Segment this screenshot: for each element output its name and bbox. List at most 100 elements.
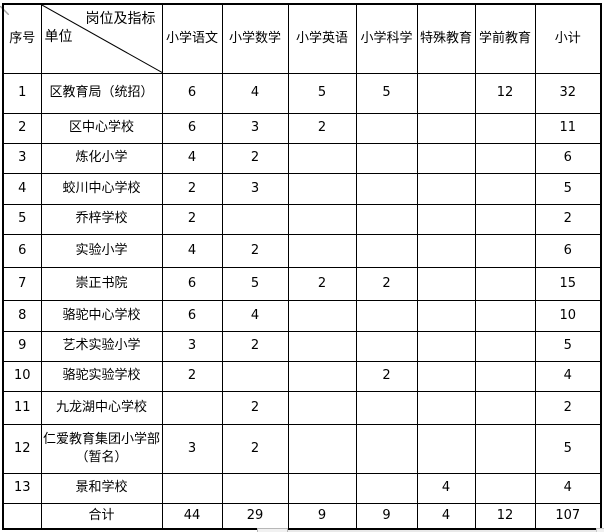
value-cell: 2 (161, 203, 223, 235)
value-cell (355, 233, 418, 268)
serial-cell: 8 (2, 299, 42, 332)
col-header-chinese: 小学语文 (161, 3, 223, 74)
value-cell (287, 360, 357, 392)
value-cell (416, 360, 476, 392)
table-row: 8 骆驼中心学校 6 4 10 (2, 299, 602, 332)
value-cell: 12 (474, 72, 536, 114)
value-cell: 5 (355, 72, 418, 114)
unit-cell: 景和学校 (40, 472, 163, 504)
serial-cell: 12 (2, 423, 42, 474)
value-cell (416, 423, 476, 474)
unit-cell: 仁爱教育集团小学部（暂名） (40, 423, 163, 474)
bottom-edge-fragment (596, 528, 604, 532)
unit-cell: 九龙湖中心学校 (40, 390, 163, 425)
col-header-math: 小学数学 (221, 3, 289, 74)
value-cell: 6 (161, 72, 223, 114)
table-row: 4 蛟川中心学校 2 3 5 (2, 172, 602, 205)
value-cell (474, 330, 536, 362)
value-cell: 2 (221, 330, 289, 362)
value-cell (221, 203, 289, 235)
value-cell (287, 330, 357, 362)
value-cell: 2 (534, 203, 602, 235)
value-cell (416, 112, 476, 144)
value-cell (416, 172, 476, 205)
value-cell (416, 266, 476, 301)
serial-cell: 4 (2, 172, 42, 205)
unit-cell: 崇正书院 (40, 266, 163, 301)
value-cell: 6 (534, 142, 602, 174)
value-cell: 2 (287, 112, 357, 144)
value-cell: 5 (221, 266, 289, 301)
value-cell (474, 112, 536, 144)
unit-cell: 实验小学 (40, 233, 163, 268)
col-header-science: 小学科学 (355, 3, 418, 74)
value-cell: 4 (221, 299, 289, 332)
col-header-english: 小学英语 (287, 3, 357, 74)
value-cell (355, 330, 418, 362)
total-row: 合计 44 29 9 9 4 12 107 (2, 502, 602, 530)
value-cell: 3 (221, 112, 289, 144)
value-cell: 2 (355, 266, 418, 301)
serial-cell: 6 (2, 233, 42, 268)
value-cell (287, 203, 357, 235)
value-cell: 2 (221, 233, 289, 268)
col-header-special-ed: 特殊教育 (416, 3, 476, 74)
value-cell: 6 (161, 112, 223, 144)
value-cell: 3 (221, 172, 289, 205)
value-cell (416, 72, 476, 114)
table-row: 9 艺术实验小学 3 2 5 (2, 330, 602, 362)
value-cell (287, 172, 357, 205)
value-cell (416, 203, 476, 235)
serial-cell: 5 (2, 203, 42, 235)
value-cell (474, 142, 536, 174)
value-cell (474, 266, 536, 301)
value-cell (474, 423, 536, 474)
value-cell: 4 (534, 360, 602, 392)
serial-cell (2, 502, 42, 530)
value-cell (355, 142, 418, 174)
value-cell (355, 172, 418, 205)
table-row: 7 崇正书院 6 5 2 2 15 (2, 266, 602, 301)
value-cell: 5 (534, 172, 602, 205)
value-cell: 5 (534, 330, 602, 362)
value-cell (287, 233, 357, 268)
value-cell: 2 (161, 172, 223, 205)
scrollbar-thumb[interactable] (257, 528, 288, 532)
value-cell (474, 299, 536, 332)
col-header-serial: 序号 (2, 3, 42, 74)
value-cell: 11 (534, 112, 602, 144)
unit-cell: 区中心学校 (40, 112, 163, 144)
value-cell: 6 (534, 233, 602, 268)
value-cell: 2 (221, 423, 289, 474)
value-cell: 32 (534, 72, 602, 114)
diagonal-line (42, 5, 162, 73)
value-cell (416, 330, 476, 362)
unit-cell: 艺术实验小学 (40, 330, 163, 362)
diagonal-top-label: 岗位及指标 (85, 11, 156, 27)
value-cell: 5 (534, 423, 602, 474)
value-cell (161, 390, 223, 425)
value-cell (355, 112, 418, 144)
value-cell: 10 (534, 299, 602, 332)
value-cell: 6 (161, 299, 223, 332)
value-cell (416, 299, 476, 332)
unit-cell: 区教育局（统招） (40, 72, 163, 114)
value-cell (474, 233, 536, 268)
unit-cell: 合计 (40, 502, 163, 530)
header-row: 序号 岗位及指标 单位 小学语文 小学数学 小学英语 小学科学 特殊教育 学前教… (2, 3, 602, 74)
value-cell (474, 360, 536, 392)
diagonal-bottom-label: 单位 (44, 29, 73, 45)
value-cell: 107 (534, 502, 602, 530)
value-cell (355, 390, 418, 425)
serial-cell: 9 (2, 330, 42, 362)
value-cell (416, 390, 476, 425)
value-cell (474, 203, 536, 235)
value-cell (287, 390, 357, 425)
value-cell: 3 (161, 330, 223, 362)
value-cell: 4 (534, 472, 602, 504)
value-cell (474, 472, 536, 504)
serial-cell: 7 (2, 266, 42, 301)
table-row: 6 实验小学 4 2 6 (2, 233, 602, 268)
value-cell: 5 (287, 72, 357, 114)
unit-cell: 蛟川中心学校 (40, 172, 163, 205)
